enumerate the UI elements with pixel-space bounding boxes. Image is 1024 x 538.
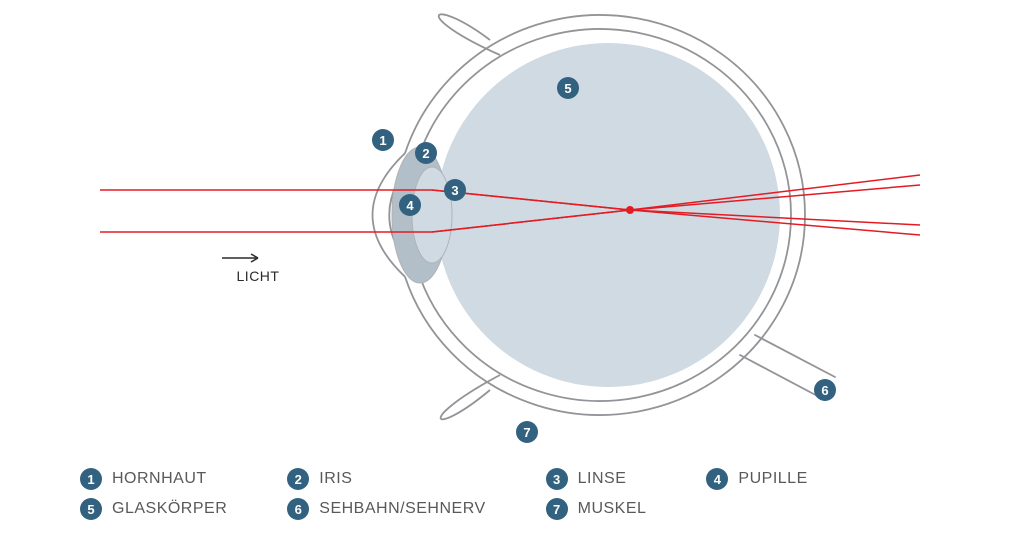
eye-anatomy-diagram: { "colors": { "background": "#ffffff", "… [0,0,1024,538]
legend-item-4: 4 PUPILLE [706,468,807,490]
legend-item-7: 7 MUSKEL [546,498,647,520]
legend-marker-1: 1 [80,468,102,490]
legend-item-1: 1 HORNHAUT [80,468,227,490]
diagram-marker-5: 5 [557,77,579,99]
light-label: LICHT [237,268,280,284]
legend-label: MUSKEL [578,500,647,518]
diagram-marker-4: 4 [399,194,421,216]
legend-item-6: 6 SEHBAHN/SEHNERV [287,498,485,520]
legend-marker-4: 4 [706,468,728,490]
diagram-marker-7: 7 [516,421,538,443]
legend-marker-2: 2 [287,468,309,490]
diagram-marker-2: 2 [415,142,437,164]
legend-item-5: 5 GLASKÖRPER [80,498,227,520]
legend-label: SEHBAHN/SEHNERV [319,500,485,518]
legend-marker-3: 3 [546,468,568,490]
eye-svg [0,0,1024,538]
diagram-marker-3: 3 [444,179,466,201]
legend-marker-5: 5 [80,498,102,520]
legend-label: LINSE [578,470,627,488]
legend-label: GLASKÖRPER [112,500,227,518]
legend-label: HORNHAUT [112,470,207,488]
legend-marker-7: 7 [546,498,568,520]
diagram-marker-6: 6 [814,379,836,401]
legend-label: IRIS [319,470,352,488]
legend: 1 HORNHAUT 2 IRIS 3 LINSE 4 PUPILLE 5 GLASKÖRPER 6… [80,468,974,520]
legend-label: PUPILLE [738,470,807,488]
legend-item-3: 3 LINSE [546,468,647,490]
legend-marker-6: 6 [287,498,309,520]
legend-item-2: 2 IRIS [287,468,485,490]
diagram-marker-1: 1 [372,129,394,151]
